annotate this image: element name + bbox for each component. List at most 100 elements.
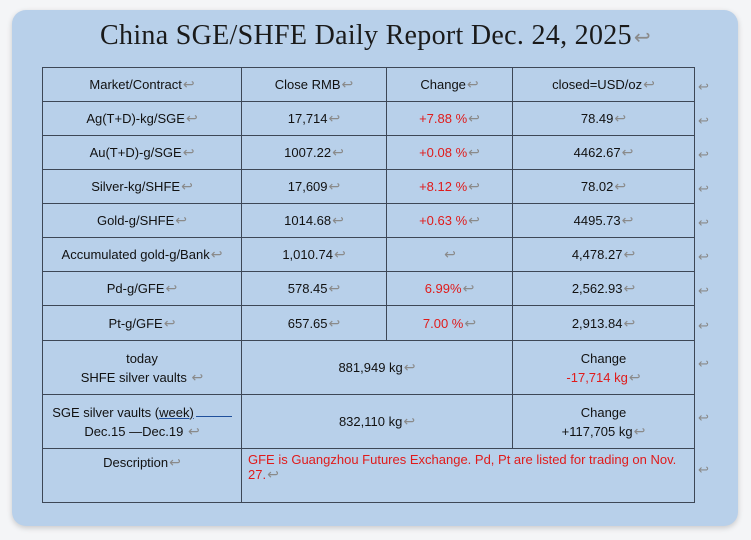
return-mark: ↩ xyxy=(191,368,204,385)
shfe-vault-row: today SHFE silver vaults ↩ 881,949 kg↩ C… xyxy=(42,340,695,395)
cell-text: 1,010.74 xyxy=(282,247,333,262)
cell-text: Change xyxy=(420,77,466,92)
return-mark: ↩ xyxy=(623,280,636,296)
return-mark: ↩ xyxy=(468,212,480,228)
row-end-mark: ↩ xyxy=(698,215,709,230)
close-cell: 1,010.74↩ xyxy=(241,237,387,272)
description-label: Description↩ xyxy=(42,448,242,503)
cell-text: Description xyxy=(103,455,169,470)
cell-text: 4462.67 xyxy=(573,145,621,160)
return-mark: ↩ xyxy=(187,422,200,439)
cell-text: Silver-kg/SHFE xyxy=(91,179,181,194)
cell-text: +117,705 kg xyxy=(561,423,633,439)
return-mark: ↩ xyxy=(628,368,641,385)
close-cell: 17,714↩ xyxy=(241,101,387,136)
return-mark: ↩ xyxy=(403,413,416,429)
change-cell: 6.99%↩ xyxy=(386,271,513,306)
cell-text: 4495.73 xyxy=(573,213,621,228)
row-end-mark: ↩ xyxy=(698,356,709,371)
report-title: China SGE/SHFE Daily Report Dec. 24, 202… xyxy=(0,20,751,52)
cell-text: GFE is Guangzhou Futures Exchange. Pd, P… xyxy=(248,452,677,482)
row-end-mark: ↩ xyxy=(698,462,709,477)
return-mark: ↩ xyxy=(403,359,416,375)
close-cell: 17,609↩ xyxy=(241,169,387,204)
cell-text: 881,949 kg xyxy=(338,360,403,375)
cell-text: today xyxy=(126,350,158,366)
return-mark: ↩ xyxy=(633,25,651,49)
cell-text: +8.12 % xyxy=(419,179,468,194)
table-row: Pd-g/GFE↩ 578.45↩ 6.99%↩ 2,562.93↩ xyxy=(42,271,695,306)
description-row: Description↩ GFE is Guangzhou Futures Ex… xyxy=(42,448,695,503)
cell-text: Market/Contract xyxy=(89,77,182,92)
cell-text: 78.02 xyxy=(580,179,614,194)
close-cell: 1007.22↩ xyxy=(241,135,387,170)
description-text: GFE is Guangzhou Futures Exchange. Pd, P… xyxy=(241,448,695,503)
usd-cell: 78.49↩ xyxy=(512,101,695,136)
return-mark: ↩ xyxy=(614,110,627,126)
cell-text: -17,714 kg xyxy=(566,369,628,385)
return-mark: ↩ xyxy=(468,144,480,160)
header-close: Close RMB↩ xyxy=(241,67,387,102)
sge-vault-value: 832,110 kg↩ xyxy=(241,394,513,449)
cell-text: SGE silver vaults ( xyxy=(52,404,160,420)
cell-text: China SGE/SHFE Daily Report Dec. 24, 202… xyxy=(100,20,632,51)
return-mark: ↩ xyxy=(333,246,346,262)
header-usd: closed=USD/oz↩ xyxy=(512,67,695,102)
market-cell: Silver-kg/SHFE↩ xyxy=(42,169,242,204)
return-mark: ↩ xyxy=(444,246,456,262)
close-cell: 578.45↩ xyxy=(241,271,387,306)
market-cell: Accumulated gold-g/Bank↩ xyxy=(42,237,242,272)
change-cell: ↩ xyxy=(386,237,513,272)
row-end-mark: ↩ xyxy=(698,147,709,162)
return-mark: ↩ xyxy=(181,178,193,194)
close-cell: 657.65↩ xyxy=(241,305,387,341)
cell-text: 6.99% xyxy=(424,281,462,296)
close-cell: 1014.68↩ xyxy=(241,203,387,238)
usd-cell: 4495.73↩ xyxy=(512,203,695,238)
table-row: Gold-g/SHFE ↩ 1014.68↩ +0.63 %↩ 4495.73↩ xyxy=(42,203,695,238)
cell-text: 78.49 xyxy=(580,111,614,126)
usd-cell: 2,562.93↩ xyxy=(512,271,695,306)
change-cell: +0.63 %↩ xyxy=(386,203,513,238)
cell-text: Ag(T+D)-kg/SGE xyxy=(86,111,185,126)
table-row: Au(T+D)-g/SGE↩ 1007.22↩ +0.08 %↩ 4462.67… xyxy=(42,135,695,170)
return-mark: ↩ xyxy=(328,178,341,194)
row-end-mark: ↩ xyxy=(698,283,709,298)
change-cell: +0.08 %↩ xyxy=(386,135,513,170)
table-row: Accumulated gold-g/Bank↩ 1,010.74↩ ↩ 4,4… xyxy=(42,237,695,272)
table-row: Ag(T+D)-kg/SGE↩ 17,714↩ +7.88 %↩ 78.49↩ xyxy=(42,101,695,136)
shfe-vault-label: today SHFE silver vaults ↩ xyxy=(42,340,242,395)
return-mark: ↩ xyxy=(623,314,636,331)
sge-vault-row: SGE silver vaults (week) Dec.15 —Dec.19 … xyxy=(42,394,695,449)
cell-text: +7.88 % xyxy=(419,111,468,126)
cell-text: 2,913.84 xyxy=(571,315,623,331)
cell-text: +0.08 % xyxy=(419,145,468,160)
return-mark: ↩ xyxy=(464,314,477,331)
return-mark: ↩ xyxy=(182,76,195,92)
return-mark: ↩ xyxy=(462,280,475,296)
usd-cell: 4,478.27↩ xyxy=(512,237,695,272)
report-table: Market/Contract↩ Close RMB↩ Change↩ clos… xyxy=(42,67,695,503)
cell-text: 7.00 % xyxy=(422,315,464,331)
header-row: Market/Contract↩ Close RMB↩ Change↩ clos… xyxy=(42,67,695,102)
sge-vault-label: SGE silver vaults (week) Dec.15 —Dec.19 … xyxy=(42,394,242,449)
cell-text: +0.63 % xyxy=(419,213,468,228)
row-end-mark: ↩ xyxy=(698,410,709,425)
return-mark: ↩ xyxy=(169,454,181,470)
cell-text: Accumulated gold-g/Bank xyxy=(61,247,210,262)
return-mark: ↩ xyxy=(341,76,354,92)
cell-text: 1014.68 xyxy=(284,213,332,228)
market-cell: Pd-g/GFE↩ xyxy=(42,271,242,306)
change-cell: +8.12 %↩ xyxy=(386,169,513,204)
cell-text: 4,478.27 xyxy=(571,247,623,262)
row-end-mark: ↩ xyxy=(698,113,709,128)
cell-text: closed=USD/oz xyxy=(552,77,643,92)
table-row: Pt-g/GFE↩ 657.65↩ 7.00 %↩ 2,913.84↩ xyxy=(42,305,695,341)
cell-text: Gold-g/SHFE xyxy=(96,213,175,228)
change-cell: +7.88 %↩ xyxy=(386,101,513,136)
cell-text: SHFE silver vaults xyxy=(80,369,187,385)
return-mark: ↩ xyxy=(328,110,341,126)
market-cell: Ag(T+D)-kg/SGE↩ xyxy=(42,101,242,136)
cell-text: 832,110 kg xyxy=(338,414,403,429)
cell-text: 17,609 xyxy=(287,179,328,194)
